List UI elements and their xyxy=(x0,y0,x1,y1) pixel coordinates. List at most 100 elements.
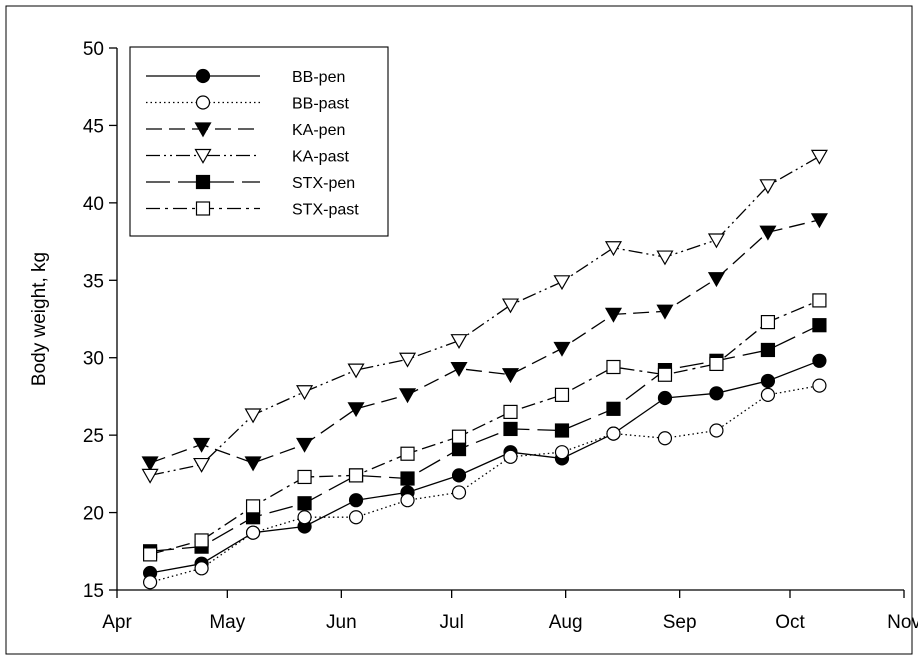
stx-pen-point xyxy=(451,441,467,457)
x-tick-label: Oct xyxy=(775,612,805,633)
legend: BB-pen BB-past KA-pen KA-past STX-pen STX-pas… xyxy=(129,46,389,237)
legend-marker xyxy=(195,174,211,190)
ka-past-point xyxy=(553,275,571,291)
series-group xyxy=(141,149,828,590)
stx-pen-point xyxy=(760,342,776,358)
legend-item-bb-past: BB-past xyxy=(146,95,349,113)
ka-past-point xyxy=(296,385,314,401)
legend-label: KA-pen xyxy=(292,122,345,139)
series-ka-pen xyxy=(141,213,828,472)
ka-pen-point xyxy=(553,341,571,357)
stx-pen-point xyxy=(812,318,827,333)
stx-past-point xyxy=(760,314,776,330)
bb-pen-point xyxy=(760,373,776,389)
ka-past-point xyxy=(450,334,468,350)
stx-past-point xyxy=(657,367,673,382)
stx-past-point xyxy=(606,359,621,375)
legend-item-ka-pen: KA-pen xyxy=(146,122,345,139)
y-tick-label: 25 xyxy=(83,426,104,447)
x-tick-label: Jul xyxy=(440,612,464,633)
ka-pen-point xyxy=(141,456,159,472)
stx-pen-point xyxy=(297,496,312,511)
legend-item-stx-pen: STX-pen xyxy=(146,174,355,192)
axes: 15 20 25 30 35 40 45 50 Apr May Jun Jul Aug Sep Oct Nov… xyxy=(29,39,918,633)
stx-pen-line xyxy=(150,324,820,552)
y-tick-label: 35 xyxy=(83,271,104,292)
x-tick-label: Apr xyxy=(102,612,132,633)
legend-label: STX-pen xyxy=(292,175,355,192)
ka-past-point xyxy=(656,250,674,266)
bb-pen-point xyxy=(451,468,467,483)
legend-item-stx-past: STX-past xyxy=(146,201,359,219)
stx-pen-point xyxy=(503,421,518,437)
stx-past-point xyxy=(503,404,518,420)
legend-marker xyxy=(194,122,212,138)
ka-pen-point xyxy=(398,388,417,404)
legend-label: KA-past xyxy=(292,149,349,166)
stx-past-point xyxy=(194,533,209,548)
y-tick-label: 40 xyxy=(83,194,104,215)
ka-pen-point xyxy=(296,437,314,453)
bb-past-point xyxy=(760,387,776,402)
legend-marker xyxy=(195,201,211,216)
series-bb-pen xyxy=(142,353,827,581)
legend-marker xyxy=(195,68,211,84)
stx-past-line xyxy=(149,299,820,556)
ka-past-point xyxy=(810,149,828,165)
stx-past-point xyxy=(142,547,158,562)
ka-pen-point xyxy=(347,402,365,418)
legend-label: STX-past xyxy=(292,202,359,219)
ka-pen-point xyxy=(707,272,725,288)
x-tick-label: May xyxy=(209,612,245,633)
legend-item-ka-past: KA-past xyxy=(146,149,349,166)
ka-pen-point xyxy=(501,368,520,384)
stx-pen-point xyxy=(554,423,570,438)
ka-pen-point xyxy=(244,456,262,472)
y-tick-label: 30 xyxy=(83,349,104,370)
stx-pen-point xyxy=(606,401,621,416)
legend-marker xyxy=(194,148,212,164)
legend-label: BB-past xyxy=(292,96,349,113)
bb-pen-point xyxy=(812,353,827,368)
bb-past-point xyxy=(812,378,827,393)
y-axis-title: Body weight, kg xyxy=(29,252,50,386)
bb-past-point xyxy=(709,423,724,438)
ka-pen-point xyxy=(450,361,468,377)
legend-item-bb-pen: BB-pen xyxy=(146,68,345,86)
ka-past-point xyxy=(759,179,777,195)
stx-past-point xyxy=(554,387,570,402)
ka-past-point xyxy=(141,468,159,484)
stx-past-point xyxy=(451,429,467,444)
bb-past-point xyxy=(554,445,570,460)
stx-pen-point xyxy=(400,471,415,486)
bb-past-point xyxy=(194,561,209,576)
x-tick-label: Sep xyxy=(663,612,697,633)
ka-pen-point xyxy=(604,307,623,323)
bb-pen-point xyxy=(348,493,364,508)
ka-past-point xyxy=(244,408,262,424)
series-bb-past xyxy=(142,378,827,590)
y-tick-label: 15 xyxy=(83,581,104,602)
legend-label: BB-pen xyxy=(292,69,345,86)
legend-box xyxy=(129,46,389,237)
y-tick-label: 20 xyxy=(83,504,104,525)
ka-past-point xyxy=(398,352,417,368)
ka-past-line xyxy=(149,155,820,477)
ka-pen-point xyxy=(656,304,674,320)
x-tick-label: Aug xyxy=(549,612,583,633)
bb-past-point xyxy=(142,575,158,590)
ka-pen-point xyxy=(759,225,777,241)
ka-pen-point xyxy=(810,213,828,229)
stx-past-point xyxy=(400,446,415,461)
bb-past-point xyxy=(245,525,261,540)
bb-past-point xyxy=(400,493,415,508)
bb-past-point xyxy=(348,510,364,525)
series-stx-pen xyxy=(142,318,827,559)
bb-past-point xyxy=(606,426,621,441)
bb-pen-point xyxy=(657,390,673,406)
stx-past-point xyxy=(812,293,827,308)
ka-past-point xyxy=(193,457,211,473)
x-tick-label: Jun xyxy=(326,612,357,633)
